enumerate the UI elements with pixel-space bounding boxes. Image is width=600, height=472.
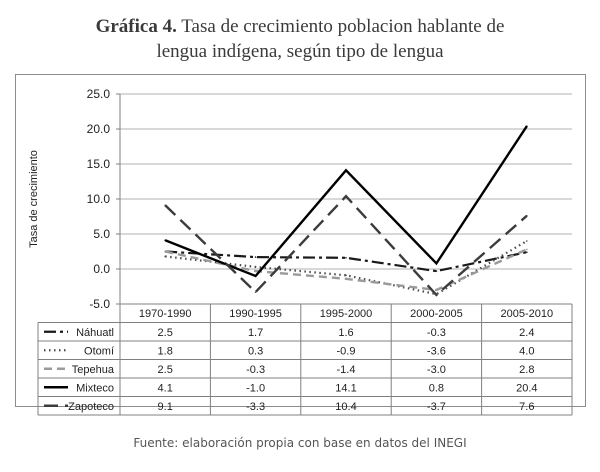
data-table-cell: 9.1 — [158, 401, 173, 413]
data-table-cell: 2.5 — [158, 327, 173, 339]
y-tick-label: 25.0 — [87, 87, 111, 101]
data-table-cell: 0.8 — [429, 382, 444, 394]
x-category-label: 2000-2005 — [410, 308, 463, 320]
series-line-náhuatl — [165, 250, 528, 273]
data-table-cell: 2.8 — [519, 364, 534, 376]
data-table-cell: -0.3 — [246, 364, 265, 376]
data-table-cell: 1.6 — [338, 327, 353, 339]
data-point-otomí — [164, 255, 166, 258]
data-point-mixteco — [526, 125, 528, 127]
series-line-zapoteco — [164, 194, 528, 297]
data-table-cell: -3.3 — [246, 401, 265, 413]
data-point-tepehua — [254, 270, 257, 272]
x-category-label: 2005-2010 — [500, 308, 553, 320]
data-point-tepehua — [345, 278, 347, 280]
data-point-tepehua — [164, 250, 166, 253]
data-table-cell: -0.9 — [337, 345, 356, 357]
data-table-cell: -1.4 — [337, 364, 356, 376]
data-table-cell: -0.3 — [427, 327, 446, 339]
data-point-mixteco — [254, 275, 257, 277]
y-tick-label: 0.0 — [93, 262, 110, 276]
data-table-cell: 4.0 — [519, 345, 534, 357]
series-line-otomí — [165, 240, 528, 296]
x-category-label: 1990-1995 — [229, 308, 282, 320]
data-table-cell: 10.4 — [335, 401, 356, 413]
data-point-náhuatl — [435, 270, 438, 272]
x-category-label: 1970-1990 — [139, 308, 192, 320]
series-line-mixteco — [164, 125, 528, 278]
y-tick-label: -5.0 — [89, 297, 110, 311]
legend-label: Zapoteco — [68, 401, 114, 413]
figure-label: Gráfica 4. — [95, 16, 177, 37]
data-point-otomí — [345, 274, 347, 277]
chart-title: Gráfica 4. Tasa de crecimiento poblacion… — [0, 14, 600, 64]
source-note: Fuente: elaboración propia con base en d… — [133, 436, 467, 450]
data-point-otomí — [526, 240, 528, 242]
data-table-cell: 7.6 — [519, 401, 534, 413]
data-point-zapoteco — [526, 215, 528, 217]
data-point-tepehua — [526, 248, 528, 251]
data-point-otomí — [254, 266, 257, 268]
y-tick-label: 20.0 — [87, 122, 111, 136]
data-table-cell: 4.1 — [158, 382, 173, 394]
data-point-zapoteco — [254, 291, 257, 293]
data-table-cell: 2.5 — [158, 364, 173, 376]
legend-label: Náhuatl — [76, 327, 114, 339]
data-point-náhuatl — [526, 251, 528, 253]
title-text-1: Tasa de crecimiento poblacion hablante d… — [181, 16, 505, 37]
y-tick-label: 5.0 — [93, 227, 110, 241]
data-table-cell: 0.3 — [248, 345, 263, 357]
data-table-cell: -1.0 — [246, 382, 265, 394]
y-axis-label: Tasa de crecimiento — [28, 150, 40, 248]
data-table-cell: 1.8 — [158, 345, 173, 357]
legend-label: Mixteco — [76, 382, 114, 394]
legend-label: Otomí — [84, 345, 114, 357]
data-point-mixteco — [164, 239, 166, 242]
legend-label: Tepehua — [72, 364, 115, 376]
data-table-cell: -3.6 — [427, 345, 446, 357]
title-line-1: Gráfica 4. Tasa de crecimiento poblacion… — [0, 14, 600, 39]
data-table-cell: 1.7 — [248, 327, 263, 339]
data-point-náhuatl — [345, 257, 347, 259]
data-point-náhuatl — [254, 256, 257, 258]
y-tick-label: 10.0 — [87, 192, 111, 206]
x-category-label: 1995-2000 — [320, 308, 373, 320]
y-tick-label: 15.0 — [87, 157, 111, 171]
data-table-cell: 14.1 — [335, 382, 356, 394]
data-point-zapoteco — [345, 195, 347, 197]
data-table-cell: 20.4 — [516, 382, 537, 394]
data-point-mixteco — [435, 262, 438, 265]
data-point-mixteco — [345, 169, 347, 172]
data-point-zapoteco — [164, 204, 166, 207]
title-line-2: lengua indígena, según tipo de lengua — [156, 41, 444, 62]
data-table-cell: -3.7 — [427, 401, 446, 413]
data-table-cell: 2.4 — [519, 327, 534, 339]
data-table-cell: -3.0 — [427, 364, 446, 376]
data-point-tepehua — [435, 289, 438, 291]
data-point-zapoteco — [435, 294, 438, 296]
